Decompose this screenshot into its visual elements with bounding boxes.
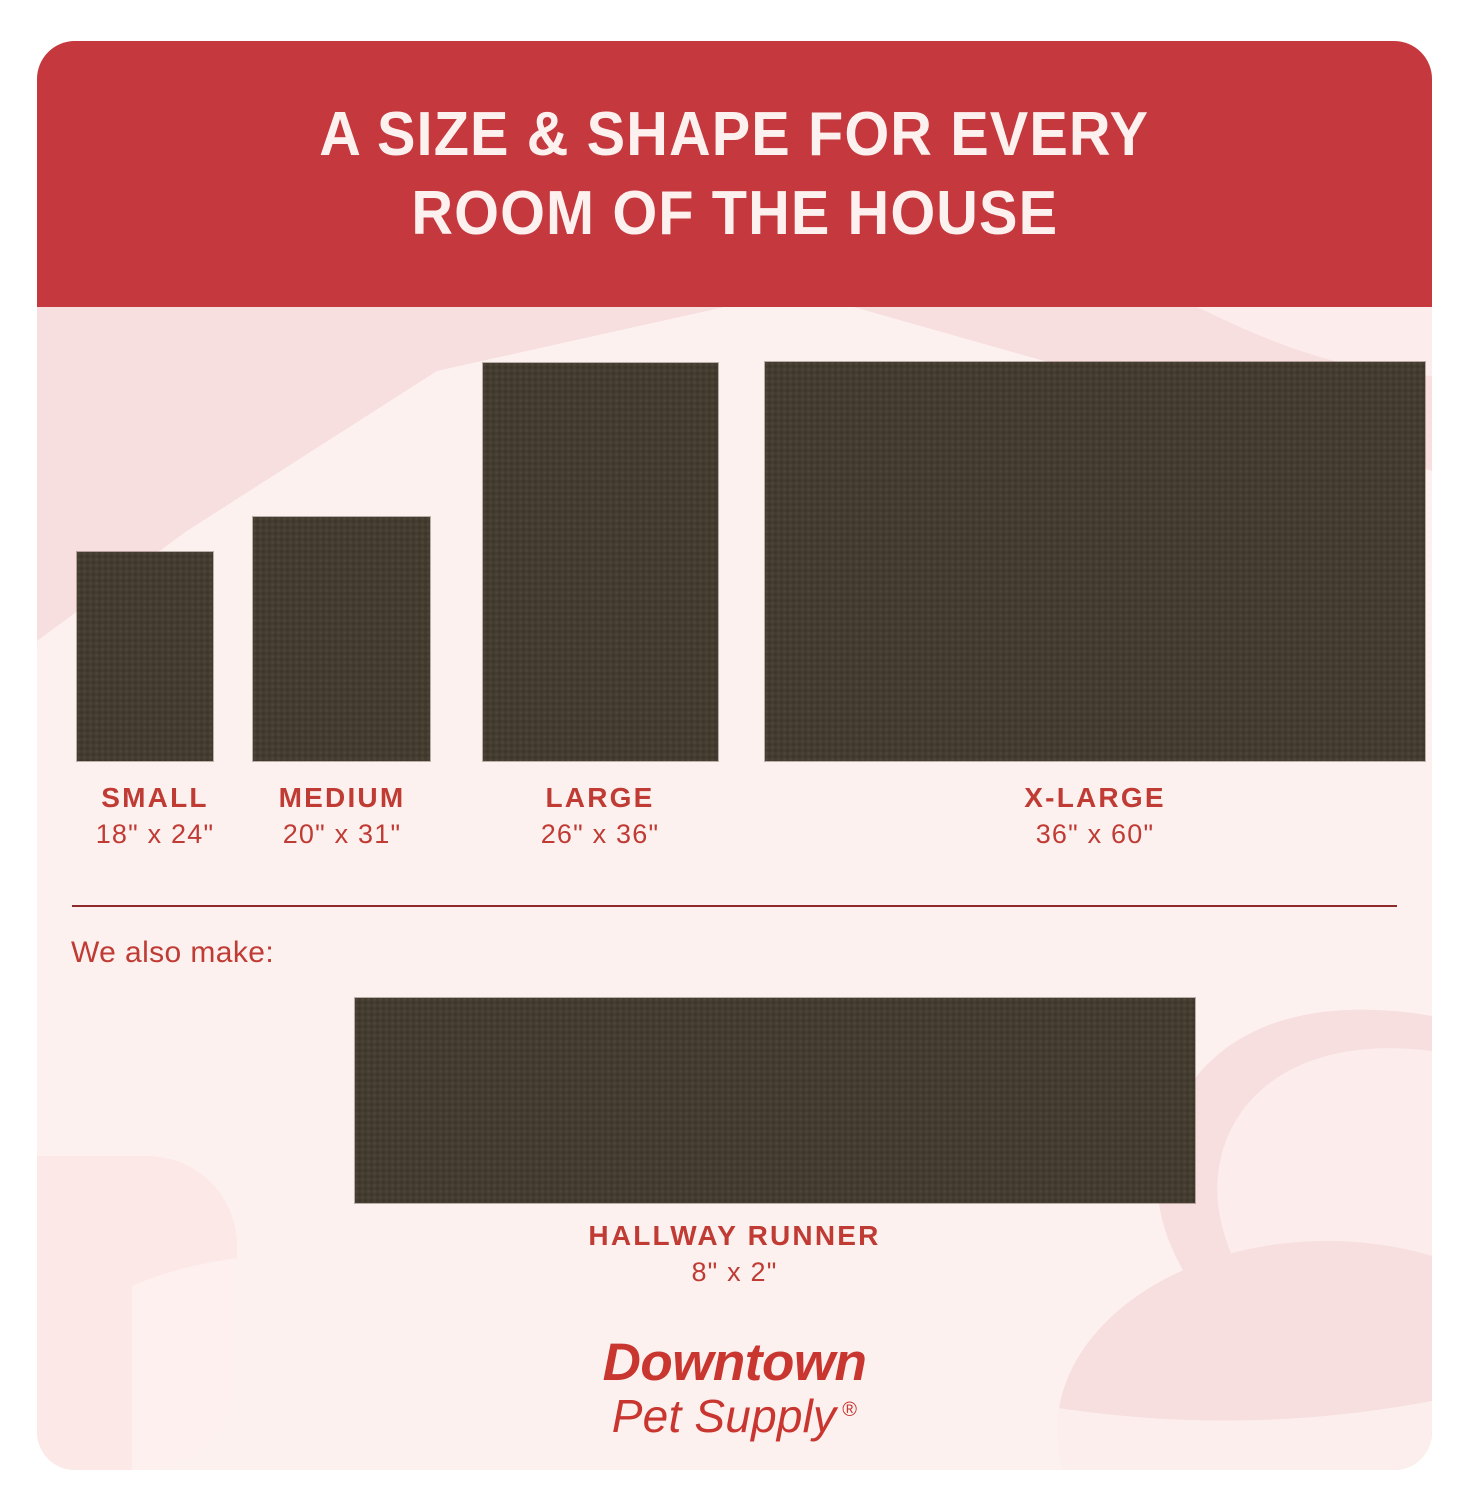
registered-trademark-icon: ® xyxy=(842,1399,858,1421)
brand-logo-line-1: Downtown xyxy=(602,1333,867,1392)
page-title-line-2: ROOM OF THE HOUSE xyxy=(411,179,1058,248)
also-make-intro: We also make: xyxy=(71,936,275,969)
brand-logo: Downtown Pet Supply ® xyxy=(37,1332,1432,1443)
header-banner: A SIZE & SHAPE FOR EVERY ROOM OF THE HOU… xyxy=(37,41,1432,307)
section-divider xyxy=(72,905,1397,907)
mat-swatch-hallway-runner xyxy=(355,998,1195,1203)
size-dimensions-hallway-runner: 8" x 2" xyxy=(691,1257,778,1288)
size-label-hallway-runner: HALLWAY RUNNER xyxy=(588,1220,881,1251)
size-caption-hallway-runner: HALLWAY RUNNER 8" x 2" xyxy=(37,1219,1432,1289)
brand-logo-line-2: Pet Supply ® xyxy=(37,1389,1432,1443)
infographic-card: A SIZE & SHAPE FOR EVERY ROOM OF THE HOU… xyxy=(37,41,1432,1470)
brand-logo-name: Pet Supply xyxy=(611,1390,837,1442)
page-title-line-1: A SIZE & SHAPE FOR EVERY xyxy=(319,99,1150,169)
